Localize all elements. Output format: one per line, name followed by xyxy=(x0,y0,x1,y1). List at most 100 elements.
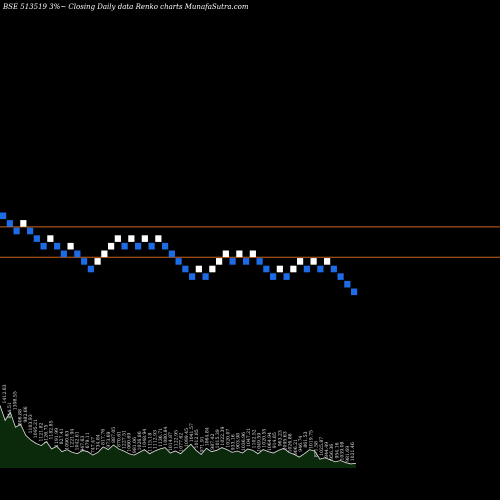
chart-title: BSE 513519 3%~ Closing Daily data Renko … xyxy=(2,3,249,11)
volume-label: 734.84 xyxy=(95,434,101,450)
volume-label: 963.23 xyxy=(277,430,283,446)
volume-label: 1064.94 xyxy=(267,432,273,451)
volume-label: 954.16 xyxy=(334,442,340,458)
volume-label: 1122.95 xyxy=(173,430,179,449)
volume-label: 981.69 xyxy=(345,446,351,462)
volume-label: 1182.85 xyxy=(49,420,55,439)
renko-brick xyxy=(270,273,277,280)
volume-label: 947.63 xyxy=(80,436,86,452)
renko-brick xyxy=(330,265,337,273)
renko-brick xyxy=(297,258,304,265)
renko-brick xyxy=(236,250,243,258)
renko-brick xyxy=(283,273,290,280)
volume-label: 982.66 xyxy=(23,406,29,422)
renko-brick xyxy=(229,258,236,265)
volume-label: 1060.69 xyxy=(127,433,133,452)
renko-brick xyxy=(351,288,358,296)
renko-brick xyxy=(20,220,27,227)
volume-label: 1115.18 xyxy=(147,433,153,452)
volume-label: 1026.86 xyxy=(137,431,143,450)
renko-brick xyxy=(67,242,74,250)
volume-label: 1095.63 xyxy=(282,431,288,450)
volume-panel xyxy=(0,405,357,468)
volume-label: 1042.61 xyxy=(75,431,81,450)
renko-brick xyxy=(40,242,47,250)
volume-label: 903.98 xyxy=(236,433,242,449)
volume-label: 1227.51 xyxy=(121,430,127,449)
volume-label: 1022.39 xyxy=(220,427,226,446)
renko-brick xyxy=(303,265,310,273)
renko-brick xyxy=(310,258,317,265)
renko-brick xyxy=(243,258,250,265)
renko-brick xyxy=(74,250,81,258)
volume-label: 1077.62 xyxy=(179,433,185,452)
renko-brick xyxy=(162,242,169,250)
volume-label: 1103.93 xyxy=(28,414,34,433)
volume-label: 1080.84 xyxy=(163,427,169,446)
renko-brick xyxy=(317,265,324,273)
renko-brick xyxy=(141,235,148,242)
renko-brick xyxy=(81,258,88,265)
volume-label: 914.85 xyxy=(272,432,278,448)
volume-label: 973.69 xyxy=(106,431,112,447)
volume-label: 817.76 xyxy=(101,429,107,445)
renko-brick xyxy=(27,227,34,235)
renko-brick xyxy=(155,235,162,242)
volume-label: 1039.08 xyxy=(340,441,346,460)
renko-brick xyxy=(290,265,297,273)
renko-brick xyxy=(47,235,54,242)
volume-area xyxy=(0,405,356,468)
volume-label: 1012.85 xyxy=(194,429,200,448)
renko-brick xyxy=(60,250,67,258)
renko-brick xyxy=(114,235,121,242)
volume-label: 871.58 xyxy=(314,441,320,457)
renko-brick xyxy=(128,235,135,242)
volume-label: 1047.21 xyxy=(246,428,252,447)
volume-label: 1064.84 xyxy=(205,427,211,446)
renko-brick xyxy=(249,250,256,258)
renko-brick xyxy=(209,265,216,273)
renko-brick xyxy=(256,258,263,265)
volume-label: 814.51 xyxy=(7,402,13,418)
renko-brick xyxy=(13,227,20,235)
volume-label: 971.91 xyxy=(199,436,205,452)
renko-brick xyxy=(195,265,202,273)
volume-label: 887.05 xyxy=(111,427,117,443)
renko-brick xyxy=(108,242,115,250)
renko-bricks xyxy=(0,212,358,296)
renko-brick xyxy=(0,212,7,220)
renko-brick xyxy=(168,250,175,258)
volume-label: 1102.52 xyxy=(251,429,257,448)
volume-label: 1090.63 xyxy=(64,431,70,450)
volume-label: 827.41 xyxy=(59,428,65,444)
volume-label: 906.21 xyxy=(293,439,299,455)
volume-label: 1019.75 xyxy=(308,430,314,449)
volume-label: 1398.55 xyxy=(12,391,18,410)
renko-brick xyxy=(337,273,344,280)
volume-label: 1221.94 xyxy=(70,429,76,448)
volume-label: 806.88 xyxy=(18,409,24,425)
renko-brick xyxy=(182,265,189,273)
renko-brick xyxy=(94,258,101,265)
volume-label: 1041.57 xyxy=(189,423,195,442)
renko-brick xyxy=(148,242,155,250)
volume-label: 946.74 xyxy=(298,436,304,452)
renko-brick xyxy=(175,258,182,265)
volume-label: 1112.93 xyxy=(153,430,159,449)
volume-label: 861.53 xyxy=(303,431,309,447)
volume-label: 1095.21 xyxy=(33,419,39,438)
renko-brick xyxy=(101,250,108,258)
volume-label: 1126.75 xyxy=(44,424,50,443)
renko-brick xyxy=(33,235,40,242)
volume-label: 1036.96 xyxy=(241,432,247,451)
volume-label: 1136.71 xyxy=(158,428,164,447)
renko-brick xyxy=(222,250,229,258)
renko-brick xyxy=(6,220,13,227)
volume-label: 1048.94 xyxy=(142,429,148,448)
renko-brick xyxy=(202,273,209,280)
renko-brick xyxy=(216,258,223,265)
volume-label: 1020.55 xyxy=(262,429,268,448)
